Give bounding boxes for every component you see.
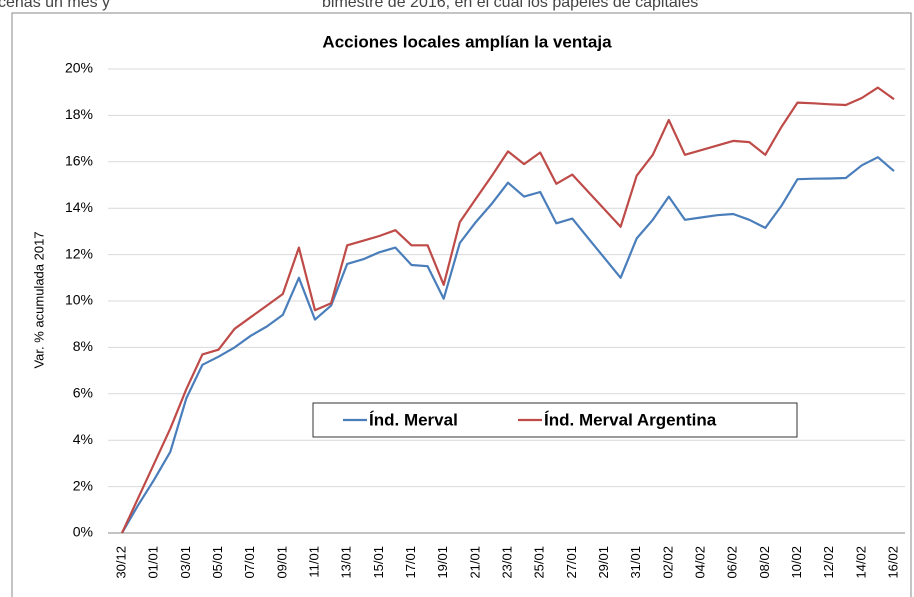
x-tick-label: 06/02 — [725, 546, 740, 579]
x-tick-label: 17/01 — [403, 546, 418, 579]
x-tick-label: 15/01 — [371, 546, 386, 579]
x-tick-label: 04/02 — [692, 546, 707, 579]
legend-label: Índ. Merval Argentina — [544, 410, 717, 429]
x-tick-label: 09/01 — [274, 546, 289, 579]
y-tick-label: 4% — [73, 431, 93, 447]
x-tick-label: 29/01 — [596, 546, 611, 579]
x-tick-label: 10/02 — [789, 546, 804, 579]
y-tick-label: 2% — [73, 477, 93, 493]
x-tick-label: 25/01 — [532, 546, 547, 579]
x-tick-label: 19/01 — [435, 546, 450, 579]
x-tick-label: 02/02 — [660, 546, 675, 579]
y-tick-label: 18% — [65, 106, 93, 122]
series-line — [121, 156, 895, 534]
chart-frame — [11, 12, 912, 597]
background-text: cenas un mes y — [0, 0, 110, 11]
y-tick-label: 10% — [65, 292, 93, 308]
x-tick-label: 27/01 — [564, 546, 579, 579]
x-tick-label: 13/01 — [339, 546, 354, 579]
y-tick-label: 14% — [65, 199, 93, 215]
x-tick-label: 05/01 — [210, 546, 225, 579]
series-line — [121, 86, 895, 534]
y-tick-label: 12% — [65, 245, 93, 261]
y-tick-label: 6% — [73, 385, 93, 401]
y-axis-label: Var. % acumulada 2017 — [31, 231, 46, 368]
x-tick-label: 08/02 — [757, 546, 772, 579]
y-tick-label: 0% — [73, 524, 93, 540]
x-tick-label: 01/01 — [146, 546, 161, 579]
x-tick-label: 31/01 — [628, 546, 643, 579]
y-tick-label: 8% — [73, 338, 93, 354]
y-tick-label: 20% — [65, 60, 93, 76]
y-tick-label: 16% — [65, 153, 93, 169]
x-tick-label: 21/01 — [467, 546, 482, 579]
x-tick-label: 11/01 — [306, 546, 321, 578]
x-tick-label: 23/01 — [499, 546, 514, 579]
x-tick-label: 12/02 — [821, 546, 836, 579]
chart-title: Acciones locales amplían la ventaja — [322, 32, 612, 51]
x-tick-label: 14/02 — [853, 546, 868, 579]
x-tick-label: 30/12 — [113, 546, 128, 579]
legend-box — [312, 402, 798, 438]
x-tick-label: 03/01 — [178, 546, 193, 579]
x-tick-label: 16/02 — [885, 546, 900, 579]
background-text: bimestre de 2016, en el cual los papeles… — [322, 0, 698, 11]
x-tick-label: 07/01 — [242, 546, 257, 579]
legend-label: Índ. Merval — [369, 410, 458, 429]
